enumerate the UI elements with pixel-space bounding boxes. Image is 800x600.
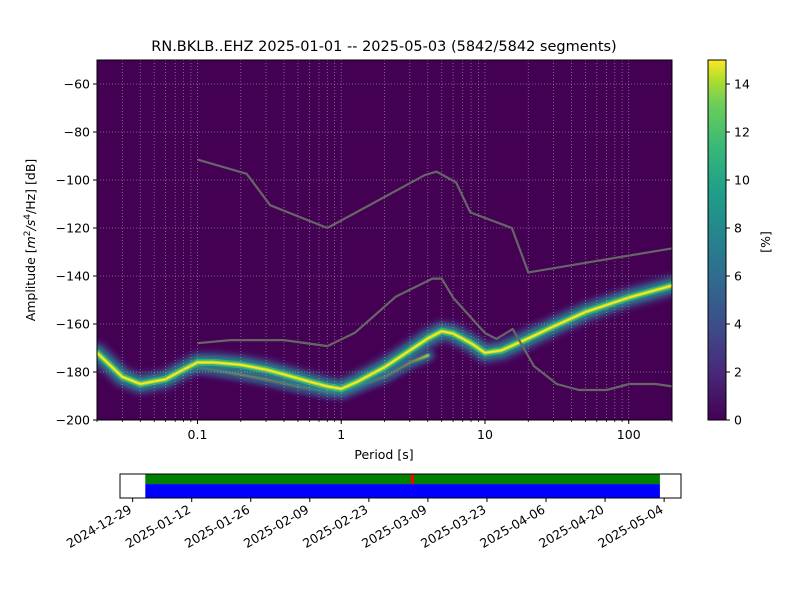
timeline-tick-label: 2025-03-09	[359, 502, 429, 551]
plot-grid	[97, 60, 672, 420]
colorbar-tick-label: 12	[734, 125, 750, 140]
chart-title: RN.BKLB..EHZ 2025-01-01 -- 2025-05-03 (5…	[151, 39, 616, 55]
colorbar-tick-label: 4	[734, 317, 742, 332]
y-tick-label: −60	[64, 77, 90, 92]
y-label-per-s: /s	[23, 219, 38, 231]
x-tick-label: 0.1	[188, 427, 208, 442]
ppsd-plot: 0.1 1 10 100 −60 −80 −100 −120 −140 −160 −180 −200	[56, 59, 673, 442]
colorbar: 0 2 4 6 8 10 12 14 [%]	[707, 59, 773, 428]
noise-model-nhnm	[197, 158, 672, 274]
colorbar-tick-label: 6	[734, 269, 742, 284]
y-tick-label: −120	[56, 221, 90, 236]
timeline-tick-label: 2025-05-04	[595, 502, 665, 551]
timeline-tick-label: 2025-03-23	[418, 502, 488, 551]
colorbar-tick-label: 2	[734, 365, 742, 380]
y-axis-ticks: −60 −80 −100 −120 −140 −160 −180 −200	[56, 77, 97, 428]
timeline-tick-label: 2025-04-20	[536, 502, 606, 551]
y-axis-label: Amplitude [m2/s4/Hz] [dB]	[23, 159, 38, 322]
timeline-tick-label: 2025-02-09	[241, 502, 311, 551]
timeline-tick-label: 2025-04-06	[477, 502, 547, 551]
y-tick-label: −140	[56, 269, 90, 284]
x-tick-label: 100	[617, 427, 641, 442]
y-label-exp-2: 2	[23, 230, 33, 236]
timeline-frame	[119, 473, 682, 499]
y-tick-label: −80	[64, 125, 90, 140]
x-axis-label: Period [s]	[354, 447, 413, 462]
y-tick-label: −100	[56, 173, 90, 188]
colorbar-gradient	[707, 59, 727, 421]
noise-models	[197, 158, 672, 392]
timeline-used-bar	[145, 474, 660, 485]
timeline-gap-marker	[411, 474, 415, 485]
colorbar-tick-label: 0	[734, 413, 742, 428]
timeline-panel: 2024-12-292025-01-122025-01-262025-02-09…	[64, 473, 682, 551]
timeline-tick-label: 2025-02-23	[300, 502, 370, 551]
timeline-tick-label: 2025-01-12	[123, 502, 193, 551]
y-tick-label: −160	[56, 317, 90, 332]
colorbar-tick-label: 14	[734, 77, 750, 92]
y-label-hz: /Hz] [dB]	[23, 159, 38, 214]
colorbar-ticks: 0 2 4 6 8 10 12 14	[726, 77, 750, 428]
x-tick-label: 10	[477, 427, 493, 442]
x-axis-ticks: 0.1 1 10 100	[96, 420, 673, 442]
colorbar-tick-label: 10	[734, 173, 750, 188]
colorbar-label: [%]	[758, 231, 773, 253]
timeline-tick-label: 2025-01-26	[182, 502, 252, 551]
y-tick-label: −180	[56, 365, 90, 380]
colorbar-tick-label: 8	[734, 221, 742, 236]
y-tick-label: −200	[56, 413, 90, 428]
timeline-ticks: 2024-12-292025-01-122025-01-262025-02-09…	[64, 498, 666, 551]
y-label-pre: Amplitude [	[23, 248, 38, 321]
y-label-exp-4: 4	[23, 214, 33, 220]
y-label-m: m	[23, 236, 38, 248]
timeline-tick-label: 2024-12-29	[64, 502, 134, 551]
x-tick-label: 1	[337, 427, 345, 442]
noise-model-nlnm	[197, 277, 672, 392]
timeline-available-bar	[145, 484, 660, 498]
